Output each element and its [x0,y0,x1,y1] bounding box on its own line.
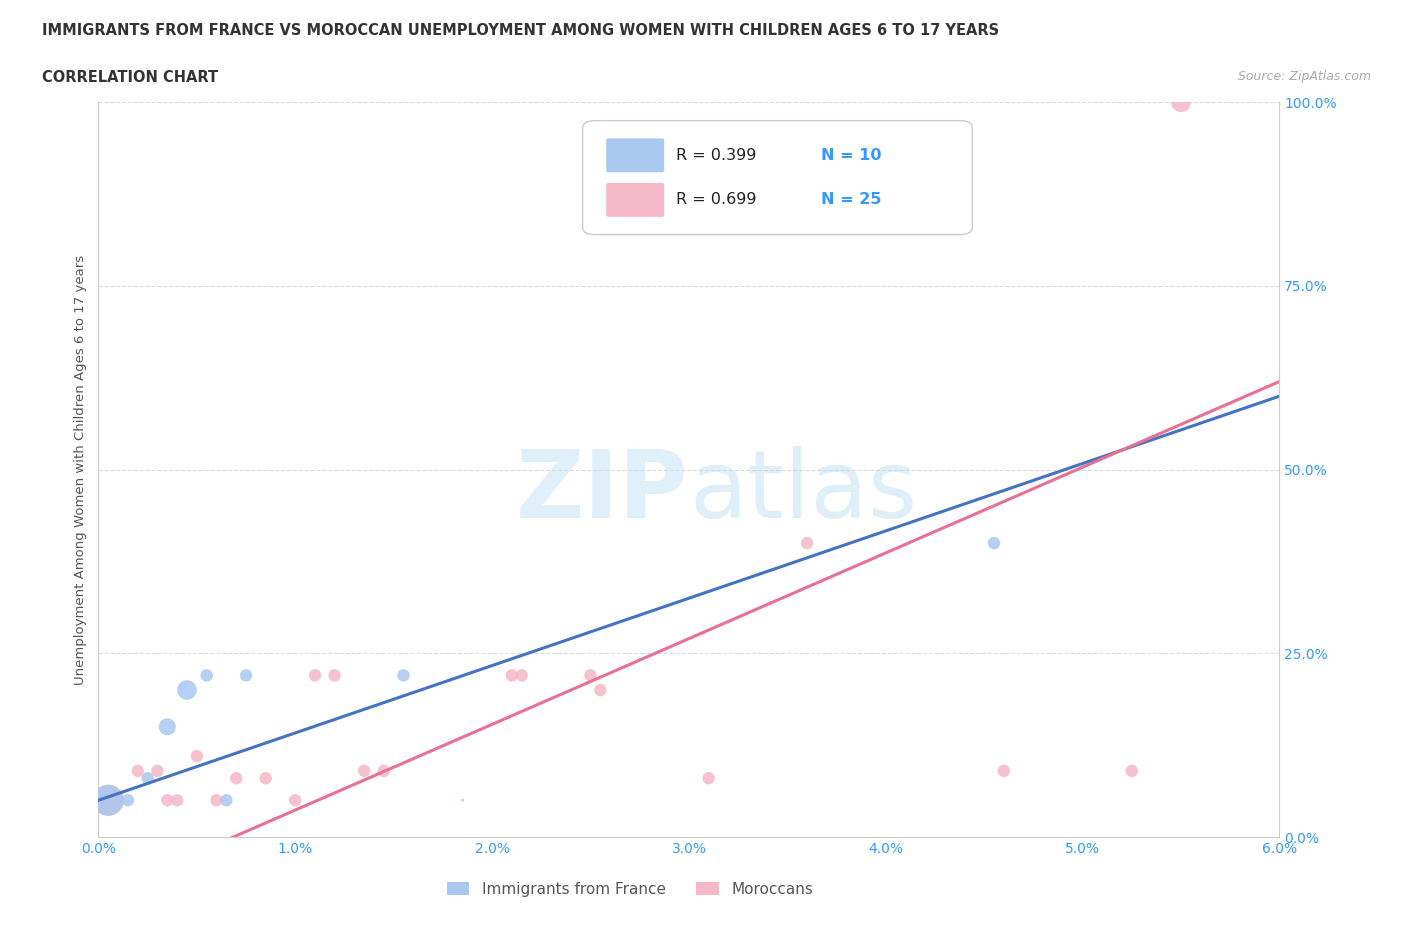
Point [97,792,120,807]
Text: ZIP: ZIP [516,445,689,538]
Point [195,668,218,683]
Point [796,536,818,551]
Point [1121,764,1143,778]
Point [304,668,326,683]
Legend: Immigrants from France, Moroccans: Immigrants from France, Moroccans [440,875,820,903]
Point [993,764,1015,778]
Point [97,792,120,807]
Point [589,683,612,698]
FancyBboxPatch shape [606,183,664,217]
Point [156,720,179,735]
Point [373,764,395,778]
Point [205,792,228,807]
Point [176,683,198,698]
Point [323,668,346,683]
Point [353,764,375,778]
FancyBboxPatch shape [606,139,664,172]
Point [225,771,247,786]
Point [117,792,139,807]
FancyBboxPatch shape [582,121,973,234]
Text: R = 0.699: R = 0.699 [676,193,756,207]
Point [215,792,238,807]
Point [107,792,129,807]
Point [510,668,533,683]
Point [501,668,523,683]
Text: Source: ZipAtlas.com: Source: ZipAtlas.com [1237,70,1371,83]
Y-axis label: Unemployment Among Women with Children Ages 6 to 17 years: Unemployment Among Women with Children A… [75,255,87,684]
Text: IMMIGRANTS FROM FRANCE VS MOROCCAN UNEMPLOYMENT AMONG WOMEN WITH CHILDREN AGES 6: IMMIGRANTS FROM FRANCE VS MOROCCAN UNEMP… [42,23,1000,38]
Point [166,792,188,807]
Text: atlas: atlas [689,445,917,538]
Text: N = 10: N = 10 [821,148,882,163]
Point [235,668,257,683]
Point [186,749,208,764]
Point [146,764,169,778]
Point [127,764,149,778]
Point [451,792,474,807]
Point [1170,95,1192,110]
Text: CORRELATION CHART: CORRELATION CHART [42,70,218,85]
Point [983,536,1005,551]
Point [392,668,415,683]
Point [156,792,179,807]
Text: R = 0.399: R = 0.399 [676,148,756,163]
Point [136,771,159,786]
Point [284,792,307,807]
Point [254,771,277,786]
Point [579,668,602,683]
Text: N = 25: N = 25 [821,193,882,207]
Point [697,771,720,786]
